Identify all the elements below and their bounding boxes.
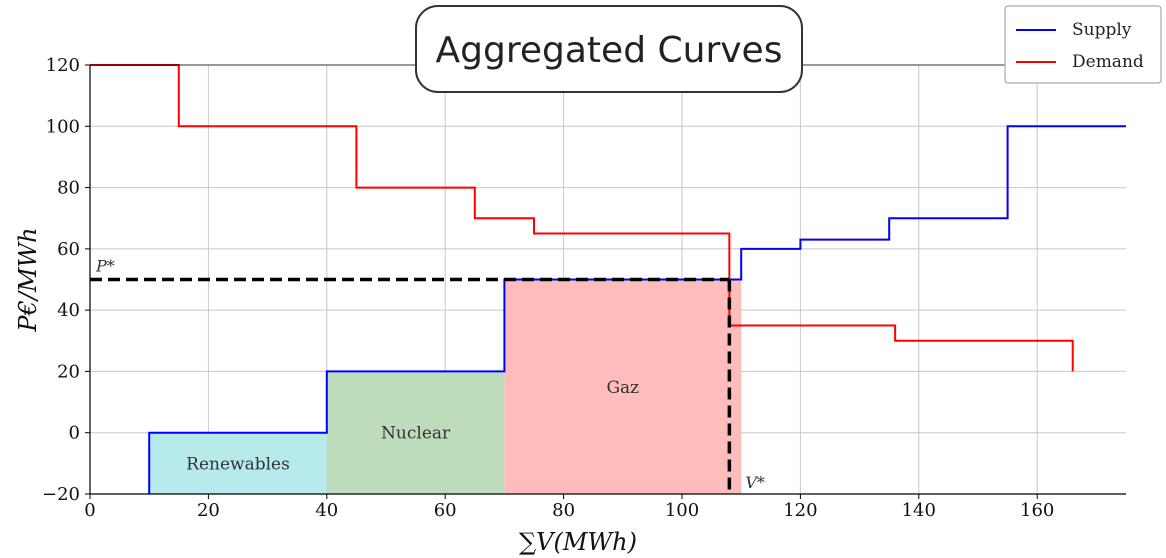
chart-title-box: Aggregated Curves [415,5,803,93]
region-gaz [504,279,742,494]
legend-label-demand: Demand [1072,52,1144,72]
x-tick-label: 80 [552,500,575,521]
region-renewables [149,432,327,494]
region-nuclear [326,371,505,494]
y-tick-label: 40 [57,300,80,321]
y-tick-label: 120 [46,55,80,76]
region-label-gaz: Gaz [606,378,639,398]
region-label-nuclear: Nuclear [381,424,451,444]
equilibrium-price-label: P* [95,257,115,276]
legend-label-supply: Supply [1072,20,1132,40]
chart-title: Aggregated Curves [436,30,783,71]
x-tick-label: 160 [1020,500,1054,521]
y-tick-label: 0 [69,423,80,444]
series [90,64,1126,494]
x-tick-label: 60 [434,500,457,521]
labels: Renewables Nuclear Gaz P* V* 0 20 40 60 80 100 120 1… [14,55,1054,556]
y-tick-label: −20 [42,484,80,505]
x-tick-label: 140 [902,500,936,521]
equilibrium-lines [90,277,732,494]
x-tick-label: 120 [783,500,817,521]
y-axis-title: P€/MWh [14,227,42,332]
x-tick-label: 0 [84,500,95,521]
legend: Supply Demand [1004,5,1162,84]
x-axis-title: ∑V(MWh) [519,528,637,556]
y-tick-label: 80 [57,178,80,199]
x-tick-label: 100 [665,500,699,521]
x-tick-label: 20 [197,500,220,521]
region-label-renewables: Renewables [186,454,290,474]
y-tick-label: 100 [46,116,80,137]
y-tick-label: 60 [57,239,80,260]
series-line-supply [148,125,1126,494]
equilibrium-volume-label: V* [745,473,765,492]
regions [149,279,742,494]
x-tick-label: 40 [315,500,338,521]
y-tick-label: 20 [57,361,80,382]
series-line-demand [90,64,1074,372]
